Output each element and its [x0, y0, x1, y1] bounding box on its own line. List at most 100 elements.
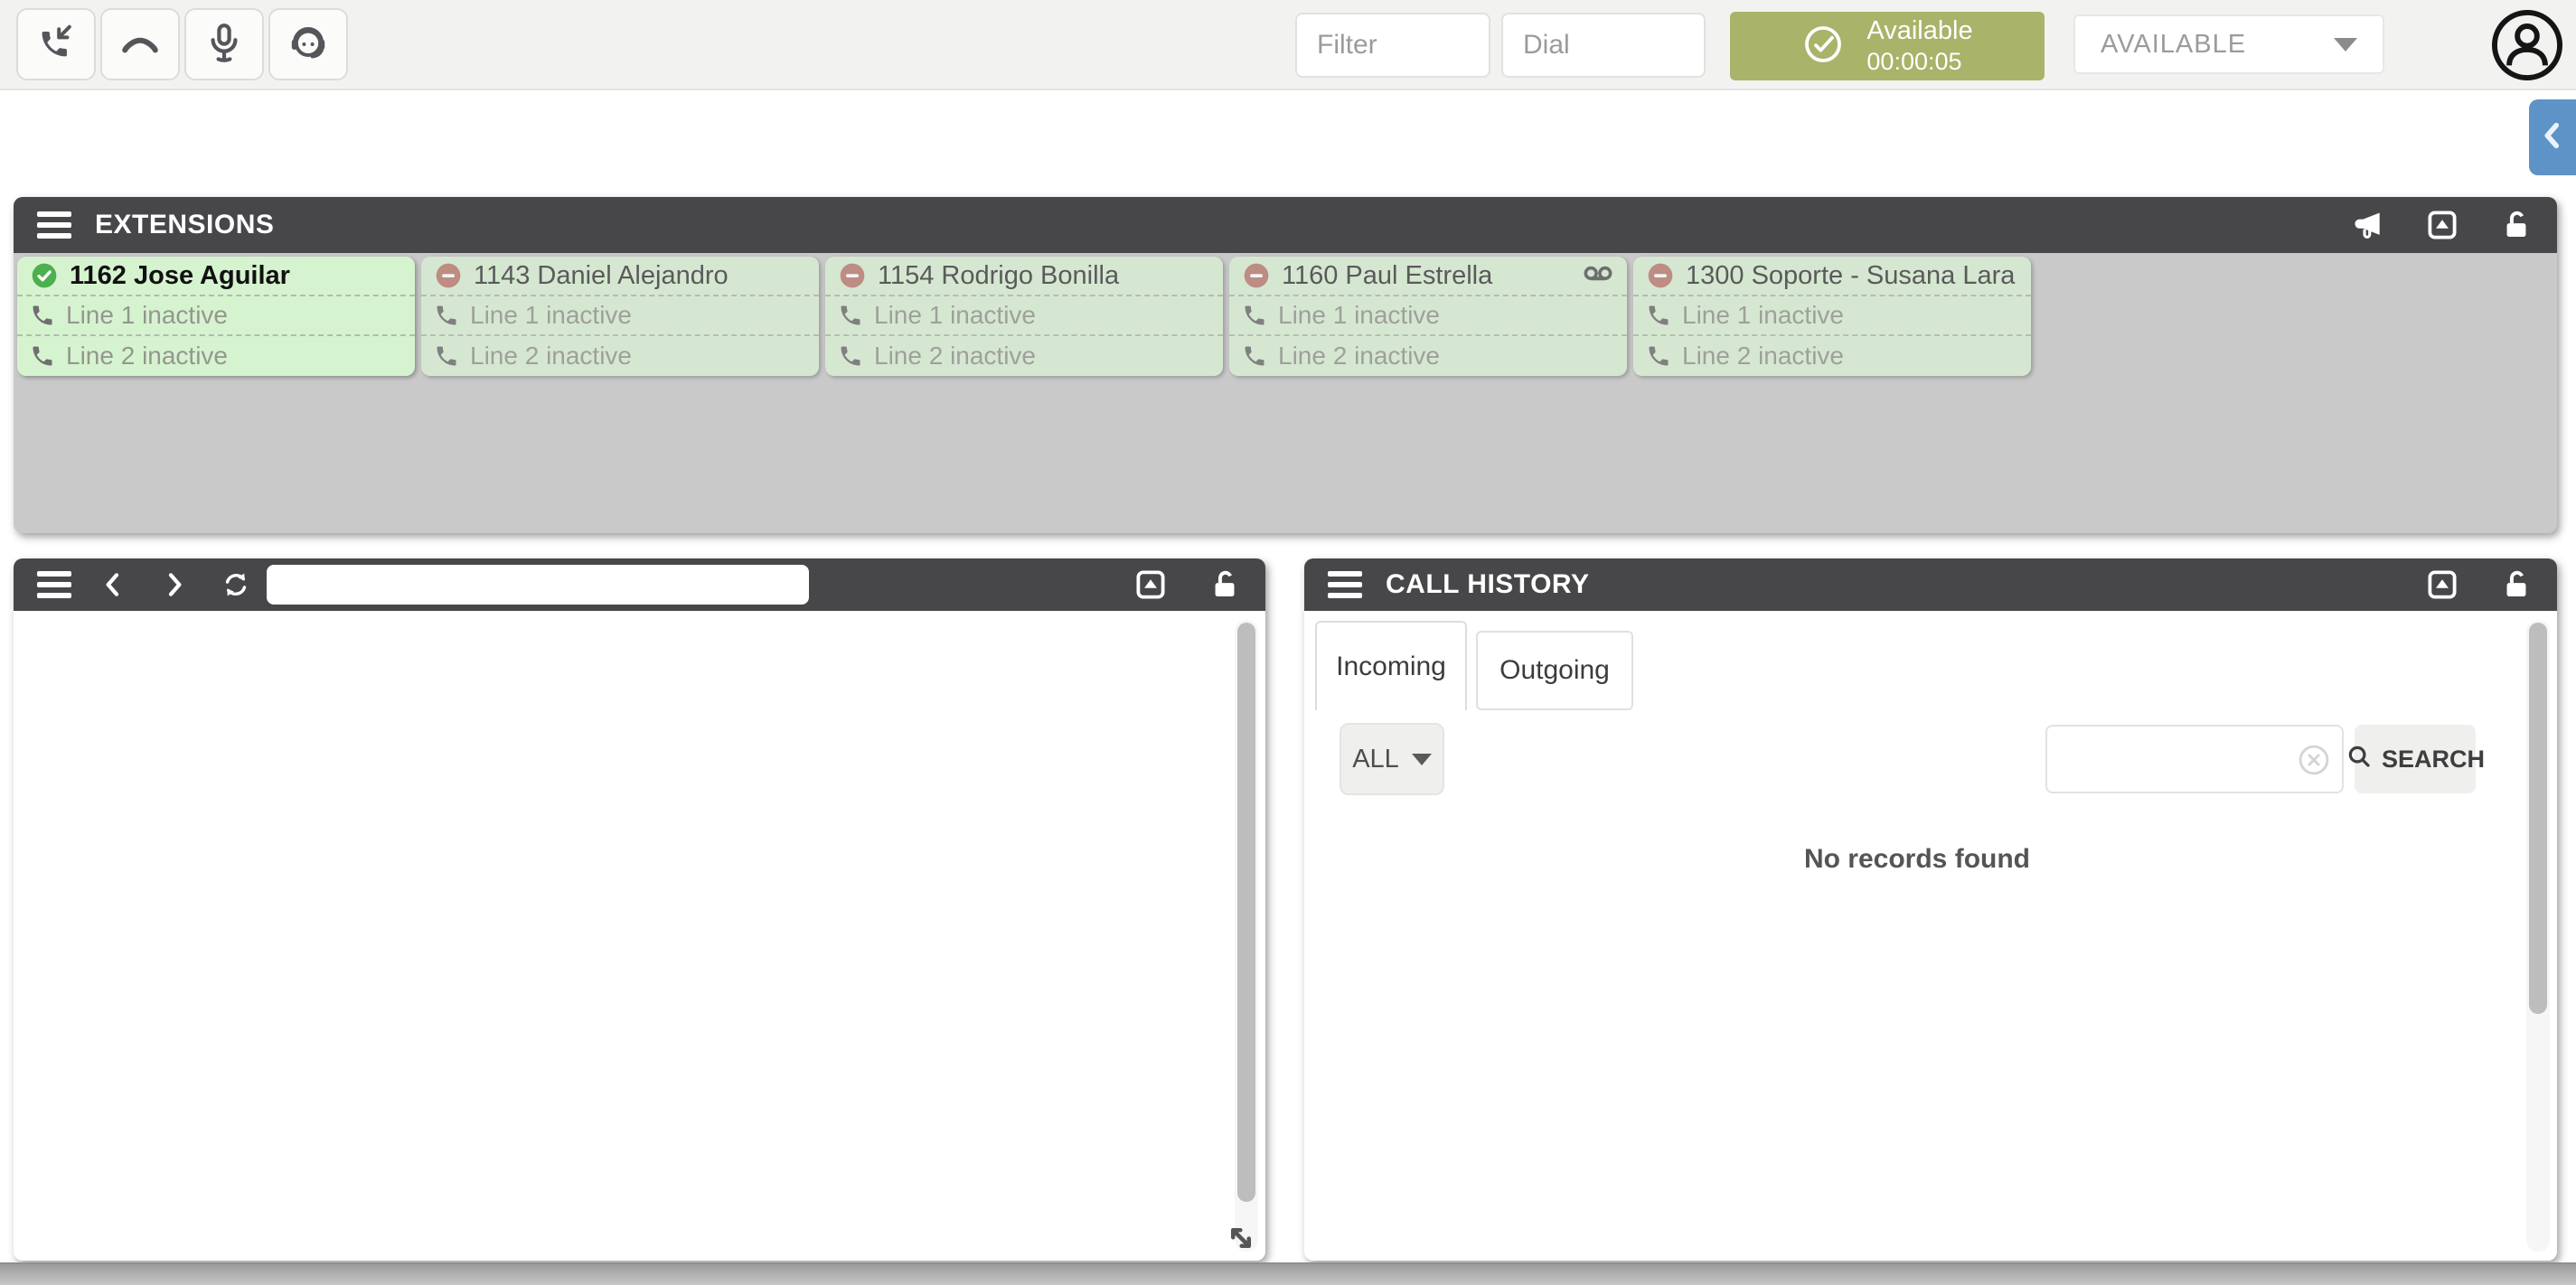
line-row: Line 1 inactive: [421, 296, 819, 336]
line-row: Line 2 inactive: [421, 336, 819, 376]
vertical-scrollbar[interactable]: [2526, 620, 2550, 1252]
extensions-panel-title: EXTENSIONS: [95, 210, 275, 239]
refresh-icon[interactable]: [221, 570, 250, 599]
vertical-scrollbar[interactable]: [1235, 620, 1258, 1252]
forward-icon[interactable]: [160, 570, 189, 599]
browser-nav: [99, 570, 250, 599]
call-history-panel: CALL HISTORY Incoming Outgoing ALL: [1304, 558, 2557, 1261]
phone-icon: [838, 303, 863, 328]
card-title-row: 1300 Soporte - Susana Lara: [1633, 257, 2031, 296]
address-input[interactable]: [267, 565, 809, 605]
status-timer: 00:00:05: [1866, 48, 1962, 76]
hangup-icon: [118, 21, 162, 69]
check-circle-icon: [1801, 23, 1845, 70]
agent-status-badge[interactable]: Available 00:00:05: [1730, 12, 2045, 80]
extensions-panel: EXTENSIONS 1162 Jose Aguilar Line 1 inac…: [14, 197, 2557, 533]
line-status: Line 2 inactive: [1682, 342, 1845, 370]
dial-input[interactable]: [1501, 13, 1706, 78]
presence-select[interactable]: AVAILABLE: [2073, 14, 2384, 74]
menu-icon[interactable]: [37, 211, 71, 239]
microphone-button[interactable]: [184, 8, 264, 80]
call-history-header: CALL HISTORY: [1304, 558, 2557, 611]
line-row: Line 2 inactive: [1229, 336, 1627, 376]
extension-name: 1143 Daniel Alejandro: [474, 260, 729, 290]
call-history-tabs: Incoming Outgoing: [1315, 621, 1633, 710]
call-history-title: CALL HISTORY: [1386, 569, 1590, 599]
call-history-header-icons: [2425, 567, 2534, 602]
chevron-down-icon: [2334, 37, 2357, 52]
microphone-icon: [202, 21, 246, 69]
collapse-panel-icon[interactable]: [2425, 208, 2459, 242]
line-status: Line 1 inactive: [66, 301, 229, 329]
back-icon[interactable]: [99, 570, 127, 599]
status-available-icon: [30, 261, 59, 290]
user-avatar-button[interactable]: [2489, 7, 2565, 83]
status-busy-icon: [1242, 261, 1271, 290]
line-status: Line 1 inactive: [470, 301, 633, 329]
extensions-panel-header: EXTENSIONS: [14, 197, 2557, 253]
line-status: Line 1 inactive: [1278, 301, 1441, 329]
phone-icon: [434, 343, 459, 369]
extension-card[interactable]: 1162 Jose Aguilar Line 1 inactive Line 2…: [17, 257, 415, 376]
status-busy-icon: [434, 261, 463, 290]
tab-incoming[interactable]: Incoming: [1315, 621, 1467, 710]
browser-panel: [14, 558, 1265, 1261]
extension-name: 1300 Soporte - Susana Lara: [1686, 260, 2016, 290]
filter-all-label: ALL: [1352, 744, 1399, 774]
card-title-row: 1162 Jose Aguilar: [17, 257, 415, 296]
user-avatar-icon: [2489, 9, 2565, 87]
filter-all-dropdown[interactable]: ALL: [1340, 723, 1444, 795]
bottom-status-strip: [0, 1262, 2576, 1285]
phone-icon: [434, 303, 459, 328]
search-icon: [2346, 743, 2373, 776]
line-row: Line 2 inactive: [17, 336, 415, 376]
collapse-panel-icon[interactable]: [1133, 567, 1168, 602]
status-texts: Available 00:00:05: [1866, 15, 1972, 76]
card-title-row: 1143 Daniel Alejandro: [421, 257, 819, 296]
line-status: Line 2 inactive: [66, 342, 229, 370]
phone-icon: [1242, 343, 1267, 369]
line-status: Line 2 inactive: [874, 342, 1037, 370]
extension-card[interactable]: 1300 Soporte - Susana Lara Line 1 inacti…: [1633, 257, 2031, 376]
call-history-search-input[interactable]: [2045, 725, 2344, 793]
phone-icon: [838, 343, 863, 369]
topbar: Available 00:00:05 AVAILABLE: [0, 0, 2576, 90]
extension-name: 1162 Jose Aguilar: [70, 260, 290, 290]
line-row: Line 1 inactive: [1229, 296, 1627, 336]
resize-handle-icon[interactable]: [1222, 1219, 1260, 1257]
line-row: Line 1 inactive: [1633, 296, 2031, 336]
hangup-button[interactable]: [100, 8, 180, 80]
card-title-row: 1154 Rodrigo Bonilla: [825, 257, 1223, 296]
scrollbar-thumb[interactable]: [2529, 623, 2547, 1015]
card-title-row: 1160 Paul Estrella: [1229, 257, 1627, 296]
phone-icon: [30, 343, 55, 369]
unlock-icon[interactable]: [2499, 567, 2534, 602]
line-status: Line 1 inactive: [874, 301, 1037, 329]
status-busy-icon: [838, 261, 867, 290]
filter-input[interactable]: [1295, 13, 1490, 78]
extension-card[interactable]: 1143 Daniel Alejandro Line 1 inactive Li…: [421, 257, 819, 376]
unlock-icon[interactable]: [1208, 567, 1242, 602]
browser-panel-header: [14, 558, 1265, 611]
status-busy-icon: [1646, 261, 1675, 290]
unlock-icon[interactable]: [2499, 208, 2534, 242]
extension-card[interactable]: 1160 Paul Estrella Line 1 inactive Line …: [1229, 257, 1627, 376]
clear-search-icon[interactable]: [2297, 743, 2331, 777]
tab-outgoing[interactable]: Outgoing: [1476, 631, 1633, 710]
slide-panel-toggle[interactable]: [2529, 99, 2576, 175]
line-status: Line 2 inactive: [1278, 342, 1441, 370]
status-label: Available: [1866, 16, 1973, 46]
browser-header-icons: [1133, 567, 1242, 602]
menu-icon[interactable]: [1328, 571, 1362, 598]
megaphone-icon[interactable]: [2351, 208, 2385, 242]
extension-name: 1154 Rodrigo Bonilla: [878, 260, 1120, 290]
tab-label: Incoming: [1336, 651, 1446, 681]
extension-card[interactable]: 1154 Rodrigo Bonilla Line 1 inactive Lin…: [825, 257, 1223, 376]
incoming-call-button[interactable]: [16, 8, 96, 80]
scrollbar-thumb[interactable]: [1237, 623, 1255, 1202]
search-button[interactable]: SEARCH: [2348, 725, 2485, 793]
menu-icon[interactable]: [37, 571, 71, 598]
agent-button[interactable]: [268, 8, 348, 80]
line-row: Line 2 inactive: [1633, 336, 2031, 376]
collapse-panel-icon[interactable]: [2425, 567, 2459, 602]
